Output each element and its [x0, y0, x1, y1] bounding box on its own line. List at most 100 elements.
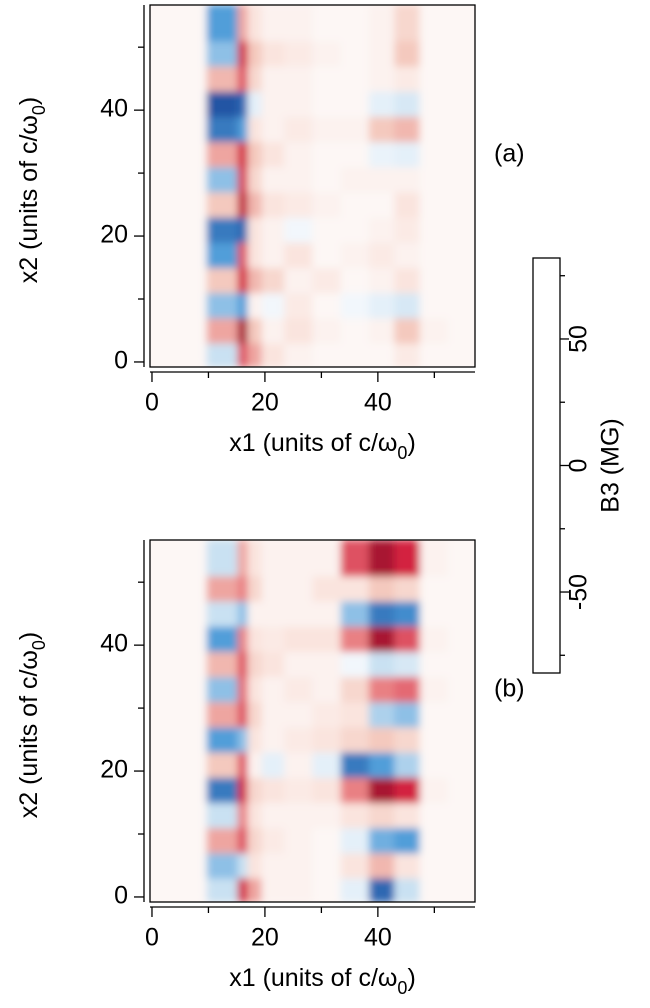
x-tick-label: 40: [364, 924, 392, 952]
heatmap-cell: [284, 90, 314, 117]
heatmap-cell: [237, 852, 249, 879]
heatmap-cell: [237, 540, 249, 577]
heatmap-cell: [394, 600, 421, 627]
heatmap-cell: [394, 650, 421, 678]
heatmap-cell: [206, 852, 239, 879]
heatmap-cell: [312, 600, 342, 627]
heatmap-cell: [312, 141, 342, 168]
heatmap-cell: [150, 650, 208, 678]
heatmap-cell: [447, 600, 475, 627]
heatmap-cell: [312, 751, 342, 778]
heatmap-cell: [237, 751, 249, 778]
y-axis-label-part: 0: [29, 640, 49, 650]
heatmap-cell: [340, 5, 370, 42]
heatmap-cell: [368, 90, 396, 117]
heatmap-cell: [237, 166, 249, 193]
heatmap-cell: [284, 115, 314, 143]
heatmap-cell: [261, 191, 286, 218]
x-tick-label: 20: [251, 924, 279, 952]
heatmap-cell: [447, 292, 475, 319]
heatmap-cell: [312, 317, 342, 344]
heatmap-cell: [237, 827, 249, 854]
heatmap-cell: [312, 575, 342, 602]
heatmap-cell: [150, 267, 208, 294]
heatmap-cell: [340, 650, 370, 678]
heatmap-cell: [368, 191, 396, 218]
heatmap-cell: [340, 241, 370, 269]
y-tick-label: 0: [114, 882, 128, 910]
y-axis-label-part: x2 (units of c/ω: [15, 650, 43, 818]
heatmap-cell: [284, 751, 314, 778]
heatmap-cell: [368, 726, 396, 753]
heatmap-cell: [419, 342, 449, 367]
heatmap-cell: [312, 115, 342, 143]
y-axis-label-part: ): [15, 632, 43, 640]
heatmap-cell: [340, 676, 370, 703]
heatmap-cell: [312, 676, 342, 703]
heatmap-cell: [368, 342, 396, 367]
heatmap-cell: [284, 342, 314, 367]
x-axis-label-part: 0: [397, 443, 407, 463]
heatmap-cell: [237, 600, 249, 627]
heatmap-cell: [312, 877, 342, 902]
heatmap-cell: [150, 5, 208, 42]
heatmap-cell: [394, 852, 421, 879]
heatmap-cell: [247, 115, 263, 143]
heatmap-cell: [284, 676, 314, 703]
heatmap-cell: [394, 676, 421, 703]
heatmap-cell: [312, 5, 342, 42]
heatmap-cell: [368, 751, 396, 778]
heatmap-cell: [312, 292, 342, 319]
heatmap-cell: [247, 317, 263, 344]
heatmap-cell: [368, 40, 396, 67]
heatmap-cell: [419, 540, 449, 577]
heatmap-cell: [237, 241, 249, 269]
heatmap-cell: [447, 701, 475, 728]
heatmap-cell: [247, 852, 263, 879]
heatmap-cell: [261, 852, 286, 879]
heatmap-cell: [237, 877, 249, 902]
heatmap-cell: [150, 625, 208, 652]
heatmap-cell: [394, 726, 421, 753]
x-tick-label: 20: [251, 389, 279, 417]
heatmap-cell: [312, 216, 342, 243]
heatmap-cell: [247, 141, 263, 168]
heatmap-cell: [340, 115, 370, 143]
x-axis-label-part: 0: [397, 978, 407, 998]
heatmap-cell: [340, 776, 370, 804]
heatmap-cell: [150, 600, 208, 627]
heatmap-cell: [340, 625, 370, 652]
heatmap-cell: [394, 5, 421, 42]
heatmap-cell: [340, 852, 370, 879]
heatmap-cell: [150, 575, 208, 602]
heatmap-cell: [419, 166, 449, 193]
heatmap-cell: [247, 726, 263, 753]
heatmap-cell: [284, 191, 314, 218]
heatmap-cell: [419, 317, 449, 344]
heatmap-cell: [419, 802, 449, 829]
colorbar-label: B3 (MG): [597, 418, 625, 512]
heatmap-cell: [237, 776, 249, 804]
heatmap-cell: [447, 802, 475, 829]
heatmap-cell: [312, 650, 342, 678]
heatmap-cell: [261, 166, 286, 193]
heatmap-cell: [447, 877, 475, 902]
heatmap-cell: [284, 267, 314, 294]
heatmap-cell: [247, 241, 263, 269]
heatmap-cell: [247, 166, 263, 193]
heatmap-cell: [419, 827, 449, 854]
heatmap-cell: [394, 191, 421, 218]
heatmap-cell: [284, 701, 314, 728]
heatmap-cell: [284, 65, 314, 92]
heatmap-cell: [261, 115, 286, 143]
heatmap-cell: [261, 650, 286, 678]
heatmap-cell: [261, 5, 286, 42]
heatmap-cell: [284, 40, 314, 67]
heatmap-cell: [368, 701, 396, 728]
heatmap-cell: [394, 141, 421, 168]
heatmap-cell: [261, 317, 286, 344]
x-axis-label: x1 (units of c/ω0): [229, 429, 416, 463]
heatmap-cells: [150, 540, 475, 902]
y-axis-label: x2 (units of c/ω0): [15, 97, 49, 284]
heatmap-cell: [284, 625, 314, 652]
